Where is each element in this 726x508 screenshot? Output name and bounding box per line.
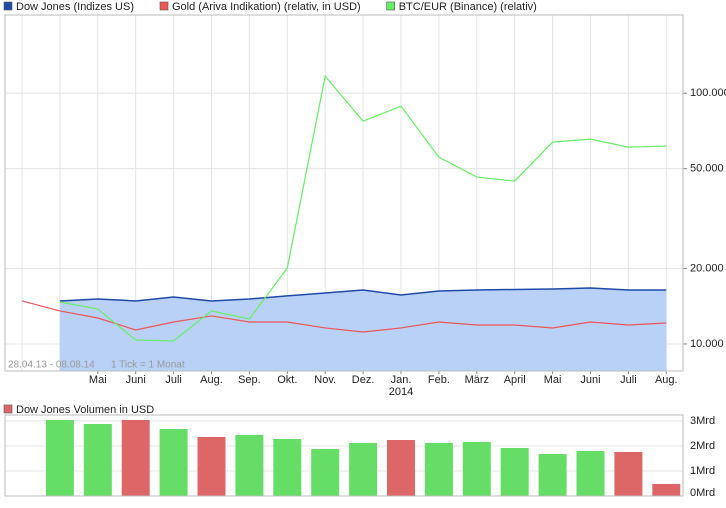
y-tick-label: 3Mrd [690,415,715,427]
x-tick-label: Nov. [314,374,336,386]
tick-note: 1 Tick = 1 Monat [111,360,185,371]
plot-frame [4,14,684,372]
bar [652,484,681,496]
x-tick-label: Dez. [352,374,375,386]
chart-title: Dow Jones Volumen in USD [16,404,154,416]
x-tick-label: März [465,374,489,386]
x-tick-label: Jan. [391,374,412,386]
bar [83,424,112,496]
legend-label: Dow Jones (Indizes US) [16,1,134,13]
bar [197,437,226,496]
legend-swatch [159,1,169,11]
x-tick-label: Juli [620,374,637,386]
x-tick-label: Sep. [238,374,261,386]
y-tick-label: 10.000 [690,338,724,350]
x-tick-label: Mai [544,374,562,386]
x-tick-label: Juli [165,374,182,386]
plot-frame [4,414,684,497]
bar [311,449,340,496]
line [59,74,667,342]
x-tick-label: Mai [89,374,107,386]
bar [538,454,567,496]
bar [424,443,453,496]
bar [576,451,605,496]
area [59,288,667,371]
bar [614,452,643,496]
x-tick-label: Okt. [277,374,297,386]
bar [387,440,415,496]
bar [349,443,378,496]
legend-label: Gold (Ariva Indikation) (relativ, in USD… [172,1,361,13]
bar [45,420,74,496]
legend-label: BTC/EUR (Binance) (relativ) [399,1,537,13]
bar [500,448,529,496]
x-tick-label: Aug. [200,374,223,386]
x-tick-label: Aug. [655,374,678,386]
y-tick-label: 20.000 [690,262,724,274]
x-tick-label: Feb. [428,374,450,386]
bar [462,442,491,496]
bar [159,429,188,496]
legend-swatch [386,1,395,11]
bar [235,435,264,496]
y-tick-label: 2Mrd [690,440,715,452]
x-tick-label: Juni [580,374,600,386]
y-tick-label: 0Mrd [690,487,715,499]
line [21,300,667,333]
x-tick-label: April [504,374,526,386]
y-tick-label: 100.000 [690,87,726,99]
line [59,287,667,302]
legend-swatch [3,404,13,414]
year-label: 2014 [389,386,413,398]
y-tick-label: 1Mrd [690,465,715,477]
y-tick-label: 50.000 [690,163,724,175]
legend-swatch [3,1,13,11]
date-range: 28.04.13 - 08.08.14 [8,360,95,371]
bar [121,420,150,496]
x-tick-label: Juni [126,374,146,386]
bar [273,439,302,496]
